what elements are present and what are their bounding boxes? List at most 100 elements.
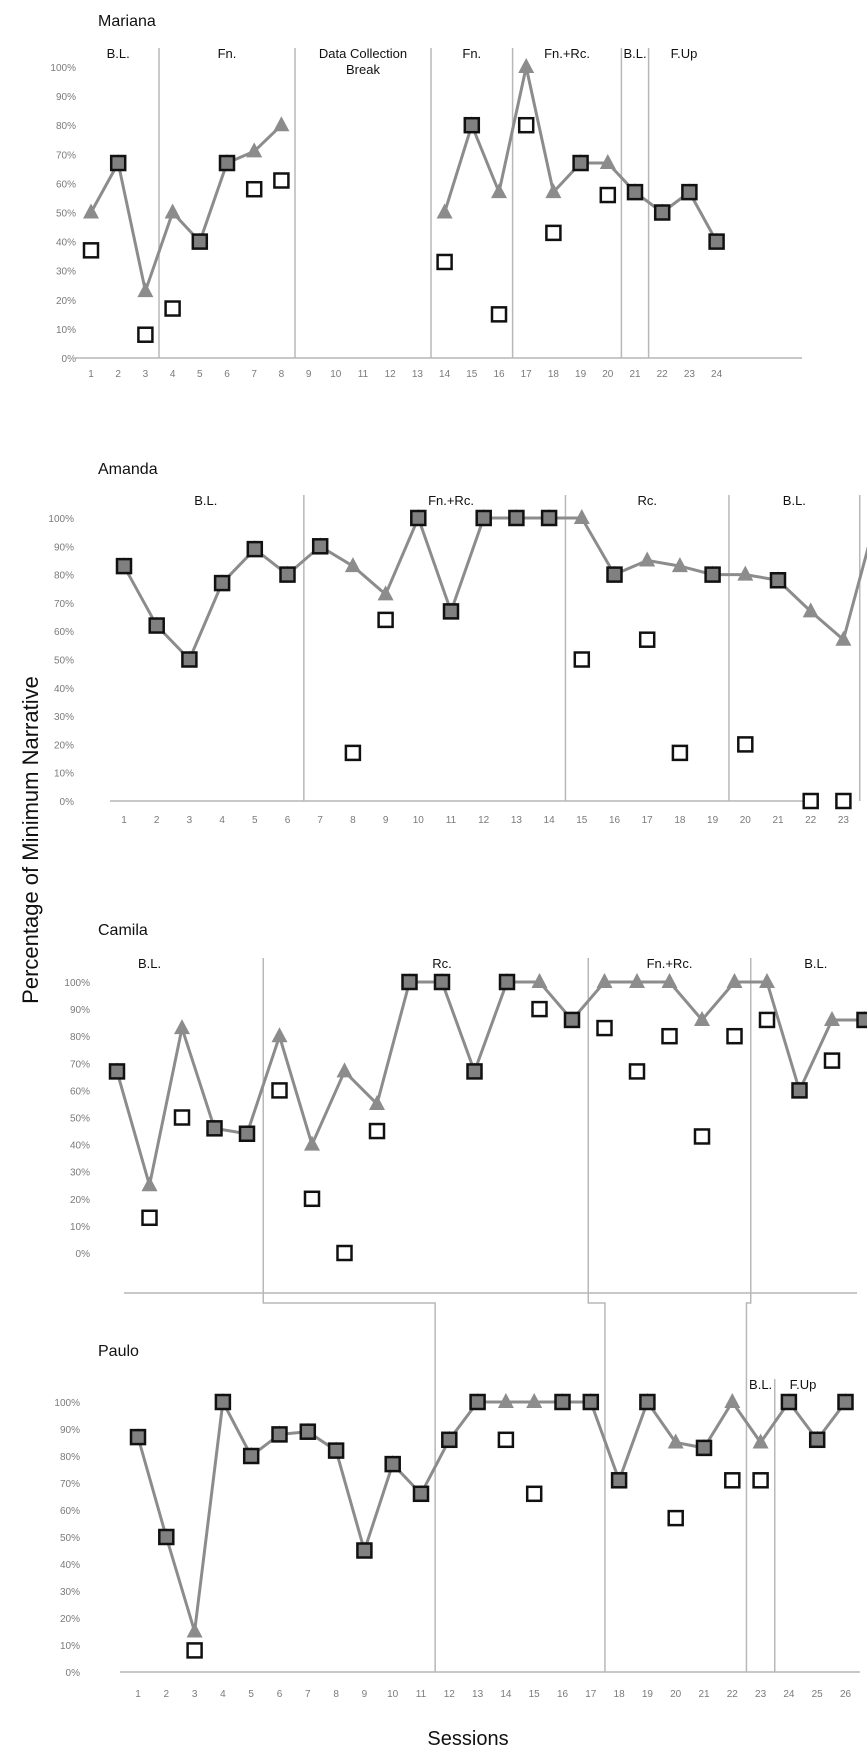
panel-amanda: Amanda 0% 10% 20% 30% 40% 50% 60% 70% 80% 90% 100% 1… — [48, 461, 867, 826]
open-square-marker — [737, 736, 754, 753]
phase-label: Fn.+Rc. — [647, 956, 693, 971]
series-triangle — [130, 1393, 854, 1638]
y-tick-label: 70% — [54, 599, 74, 610]
series-triangle — [83, 58, 725, 298]
x-tick-label: 11 — [416, 1689, 427, 1700]
series-square-open — [141, 1000, 841, 1262]
phase-label: B.L. — [194, 493, 217, 508]
filled-square-marker — [508, 509, 525, 527]
open-square-marker — [164, 300, 181, 317]
x-tick-label: 12 — [385, 369, 397, 380]
triangle-marker — [545, 183, 562, 199]
x-tick-label: 7 — [305, 1689, 311, 1700]
filled-square-marker — [401, 973, 418, 991]
open-square-marker — [137, 326, 154, 343]
filled-square-marker — [271, 1426, 288, 1443]
phase-label: B.L. — [138, 956, 161, 971]
triangle-marker — [273, 116, 290, 132]
x-tick-label: 4 — [170, 369, 176, 380]
filled-square-marker — [856, 1011, 867, 1029]
filled-square-marker — [109, 154, 127, 172]
filled-square-marker — [213, 574, 231, 592]
filled-square-marker — [463, 116, 481, 134]
filled-square-marker — [433, 973, 451, 991]
filled-square-marker — [695, 1439, 713, 1457]
phase-label: Rc. — [637, 493, 657, 508]
phase-label: B.L. — [783, 493, 806, 508]
open-square-marker — [667, 1509, 684, 1527]
triangle-marker — [667, 1433, 684, 1449]
open-square-marker — [517, 116, 535, 134]
x-tick-label: 21 — [629, 369, 641, 380]
x-tick-label: 8 — [350, 815, 356, 826]
y-tick-label: 0% — [66, 1668, 81, 1679]
x-tick-label: 16 — [609, 815, 621, 826]
x-tick-label: 18 — [614, 1689, 626, 1700]
x-tick-label: 15 — [576, 815, 588, 826]
x-tick-label: 15 — [529, 1689, 541, 1700]
x-tick-label: 24 — [783, 1689, 795, 1700]
filled-square-marker — [311, 538, 329, 555]
y-tick-label: 60% — [70, 1086, 90, 1097]
y-tick-label: 80% — [70, 1032, 90, 1043]
x-tick-label: 1 — [88, 369, 94, 380]
triangle-marker — [526, 1393, 543, 1408]
open-square-marker — [638, 631, 656, 648]
x-tick-label: 6 — [285, 815, 291, 826]
triangle-marker — [369, 1094, 385, 1110]
x-tick-label: 25 — [812, 1689, 824, 1700]
filled-square-marker — [412, 1485, 430, 1503]
x-tick-label: 9 — [383, 815, 389, 826]
x-tick-label: 20 — [670, 1689, 682, 1700]
series-square-open — [344, 611, 852, 810]
x-tick-label: 11 — [358, 369, 369, 380]
triangle-marker — [694, 1010, 710, 1026]
filled-square-marker — [129, 1428, 147, 1446]
x-tick-label: 3 — [143, 369, 149, 380]
filled-square-marker — [582, 1393, 600, 1411]
filled-square-marker — [158, 1528, 175, 1546]
y-tick-label: 30% — [56, 267, 76, 278]
y-tick-label: 50% — [54, 656, 74, 667]
triangle-marker — [497, 1393, 514, 1408]
triangle-marker — [531, 973, 548, 988]
series-square-filled — [129, 1393, 854, 1559]
triangle-marker — [573, 509, 590, 524]
filled-square-marker — [554, 1393, 571, 1411]
open-square-marker — [245, 180, 263, 198]
filled-square-marker — [837, 1393, 854, 1411]
x-tick-label: 22 — [657, 369, 669, 380]
open-square-marker — [186, 1642, 203, 1659]
open-square-marker — [303, 1190, 321, 1208]
filled-square-marker — [441, 1431, 458, 1449]
filled-square-marker — [808, 1431, 826, 1449]
triangle-marker — [835, 630, 852, 646]
triangle-marker — [759, 973, 775, 988]
open-square-marker — [531, 1000, 548, 1018]
series-square-open — [82, 116, 617, 343]
triangle-marker — [724, 1393, 741, 1408]
series-square-filled — [108, 973, 867, 1143]
y-tick-label: 90% — [70, 1005, 90, 1016]
x-tick-label: 16 — [493, 369, 505, 380]
x-tick-label: 15 — [466, 369, 478, 380]
phase-label: Data Collection — [319, 46, 407, 61]
panel-camila: Camila 0% 10% 20% 30% 40% 50% 60% 70% 80% 90% 100% B… — [64, 922, 867, 1294]
phase-label: B.L. — [107, 46, 130, 61]
y-tick-label: 10% — [56, 325, 76, 336]
triangle-marker — [518, 58, 535, 73]
open-square-marker — [525, 1485, 543, 1503]
x-tick-label: 22 — [805, 815, 817, 826]
open-square-marker — [436, 253, 453, 271]
x-tick-label: 7 — [251, 369, 257, 380]
phase-label: Fn. — [218, 46, 237, 61]
y-tick-label: 30% — [54, 712, 74, 723]
open-square-marker — [273, 172, 290, 189]
series-square-filled — [109, 116, 725, 250]
phase-label: Fn. — [462, 46, 481, 61]
y-tick-label: 100% — [48, 514, 74, 525]
triangle-marker — [491, 183, 507, 199]
x-tick-label: 18 — [548, 369, 560, 380]
x-tick-label: 2 — [164, 1689, 170, 1700]
open-square-marker — [671, 744, 689, 762]
